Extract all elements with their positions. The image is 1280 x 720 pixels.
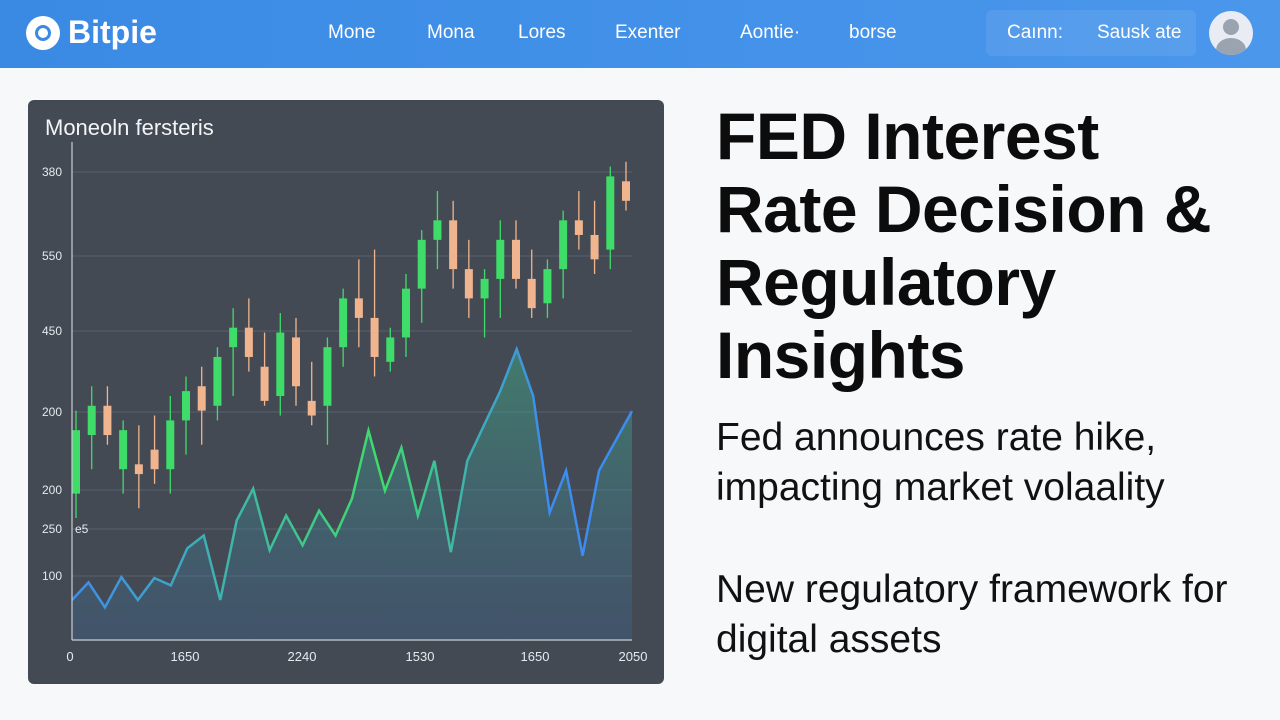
x-axis-label: 2050 (619, 649, 648, 664)
candle-body (527, 278, 536, 309)
candle-body (119, 430, 128, 470)
candle-body (182, 391, 190, 421)
x-axis-label: 1650 (171, 649, 200, 664)
candle-body (417, 239, 426, 289)
candle-body (449, 220, 458, 270)
nav-item[interactable]: Lores (518, 22, 566, 43)
headline: FED Interest Rate Decision & Regulatory … (716, 99, 1211, 392)
logo-icon (26, 15, 60, 50)
candle-body (166, 420, 175, 470)
candle-body (543, 269, 552, 304)
candle-body (244, 327, 253, 357)
candle-body (370, 317, 379, 357)
x-axis-label: 0 (66, 649, 73, 664)
candle-body (512, 239, 520, 279)
candle-body (622, 181, 630, 201)
candle-body (134, 464, 143, 475)
candle-body (72, 430, 80, 494)
chart-title: Moneoln fersteris (45, 115, 214, 140)
candle-body (307, 400, 316, 416)
candle-body (433, 220, 442, 240)
axis-note: e5 (75, 522, 89, 536)
nav-item[interactable]: Aontie· (740, 22, 801, 43)
y-axis-label: 550 (42, 249, 62, 263)
candle-body (559, 220, 568, 270)
candle-body (339, 298, 348, 348)
x-axis-label: 1650 (521, 649, 550, 664)
candle-body (276, 332, 285, 396)
action-box (986, 10, 1196, 56)
candle-body (480, 278, 489, 299)
candle-body (292, 337, 300, 387)
y-axis-label: 200 (42, 405, 62, 419)
header: Bitpie Mone Mona Lores Exenter Aontie· b… (0, 0, 1280, 68)
candle-body (354, 298, 363, 318)
price-line (71, 345, 634, 610)
y-axis-label: 380 (42, 165, 62, 179)
y-axis-label: 200 (42, 483, 62, 497)
nav-item[interactable]: Mona (427, 22, 475, 43)
y-axis-label: 450 (42, 324, 62, 338)
candle-body (150, 449, 159, 470)
action[interactable]: Caınn: (1007, 22, 1063, 43)
y-axis-label: 250 (42, 522, 62, 536)
candle-body (260, 366, 269, 401)
candle-body (590, 234, 599, 260)
summary-point: New regulatory framework for digital ass… (716, 568, 1228, 661)
candle-body (386, 337, 395, 362)
candle-body (606, 176, 615, 250)
logo[interactable]: Bitpie (26, 14, 157, 51)
candle-body (402, 288, 410, 338)
nav-item[interactable]: Mone (328, 22, 376, 43)
x-axis-label: 1530 (406, 649, 435, 664)
nav-item[interactable]: borse (849, 22, 897, 43)
x-axis-label: 2240 (288, 649, 317, 664)
candle-body (574, 220, 583, 235)
chart-panel: Moneoln fersteris 380 550 450 200 200 250 100 e… (28, 100, 664, 684)
summary-point: Fed announces rate hike, impacting marke… (716, 416, 1165, 509)
candle-body (213, 356, 222, 406)
candle-body (197, 386, 206, 411)
action[interactable]: Sausk ate (1097, 22, 1182, 43)
nav-item[interactable]: Exenter (615, 22, 681, 43)
candle-body (323, 347, 332, 406)
candle-body (87, 405, 96, 436)
y-axis-label: 100 (42, 569, 62, 583)
avatar[interactable] (1209, 11, 1253, 55)
logo-text: Bitpie (68, 14, 157, 50)
candle-body (496, 239, 505, 279)
line-area (72, 349, 632, 640)
candle-body (464, 269, 473, 299)
candle-body (103, 405, 112, 436)
candle-body (229, 327, 238, 348)
